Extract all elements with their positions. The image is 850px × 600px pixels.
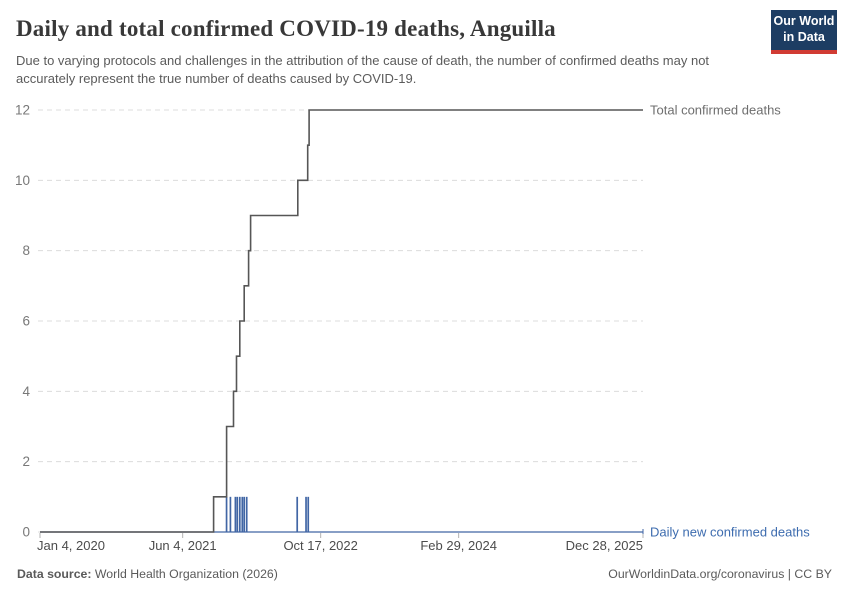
y-tick-label: 12 xyxy=(15,103,30,118)
chart-subtitle: Due to varying protocols and challenges … xyxy=(16,53,710,86)
y-tick-label: 10 xyxy=(15,173,30,188)
x-tick-label: Feb 29, 2024 xyxy=(420,538,497,553)
data-source-text: World Health Organization (2026) xyxy=(91,567,278,581)
total-step-line xyxy=(40,109,643,533)
data-source-label: Data source: xyxy=(17,567,92,581)
y-tick-label: 0 xyxy=(22,525,30,540)
owid-logo[interactable]: Our World in Data xyxy=(771,10,837,54)
data-source: Data source: World Health Organization (… xyxy=(17,567,278,581)
y-tick-label: 4 xyxy=(22,384,30,399)
owid-logo-text: Our World in Data xyxy=(773,14,835,44)
y-tick-label: 8 xyxy=(22,243,30,258)
chart-header: Daily and total confirmed COVID-19 death… xyxy=(16,10,837,88)
x-tick-label: Jun 4, 2021 xyxy=(149,538,217,553)
y-tick-label: 2 xyxy=(22,454,30,469)
y-tick-label: 6 xyxy=(22,314,30,329)
x-tick-label: Jan 4, 2020 xyxy=(37,538,105,553)
daily-series-label: Daily new confirmed deaths xyxy=(650,525,810,540)
page-title: Daily and total confirmed COVID-19 death… xyxy=(16,16,556,41)
chart-footer: Data source: World Health Organization (… xyxy=(17,567,832,581)
total-series-label: Total confirmed deaths xyxy=(650,103,781,118)
owid-credit-link[interactable]: OurWorldinData.org/coronavirus | CC BY xyxy=(608,567,832,581)
x-tick-label: Dec 28, 2025 xyxy=(566,538,643,553)
x-tick-label: Oct 17, 2022 xyxy=(283,538,357,553)
